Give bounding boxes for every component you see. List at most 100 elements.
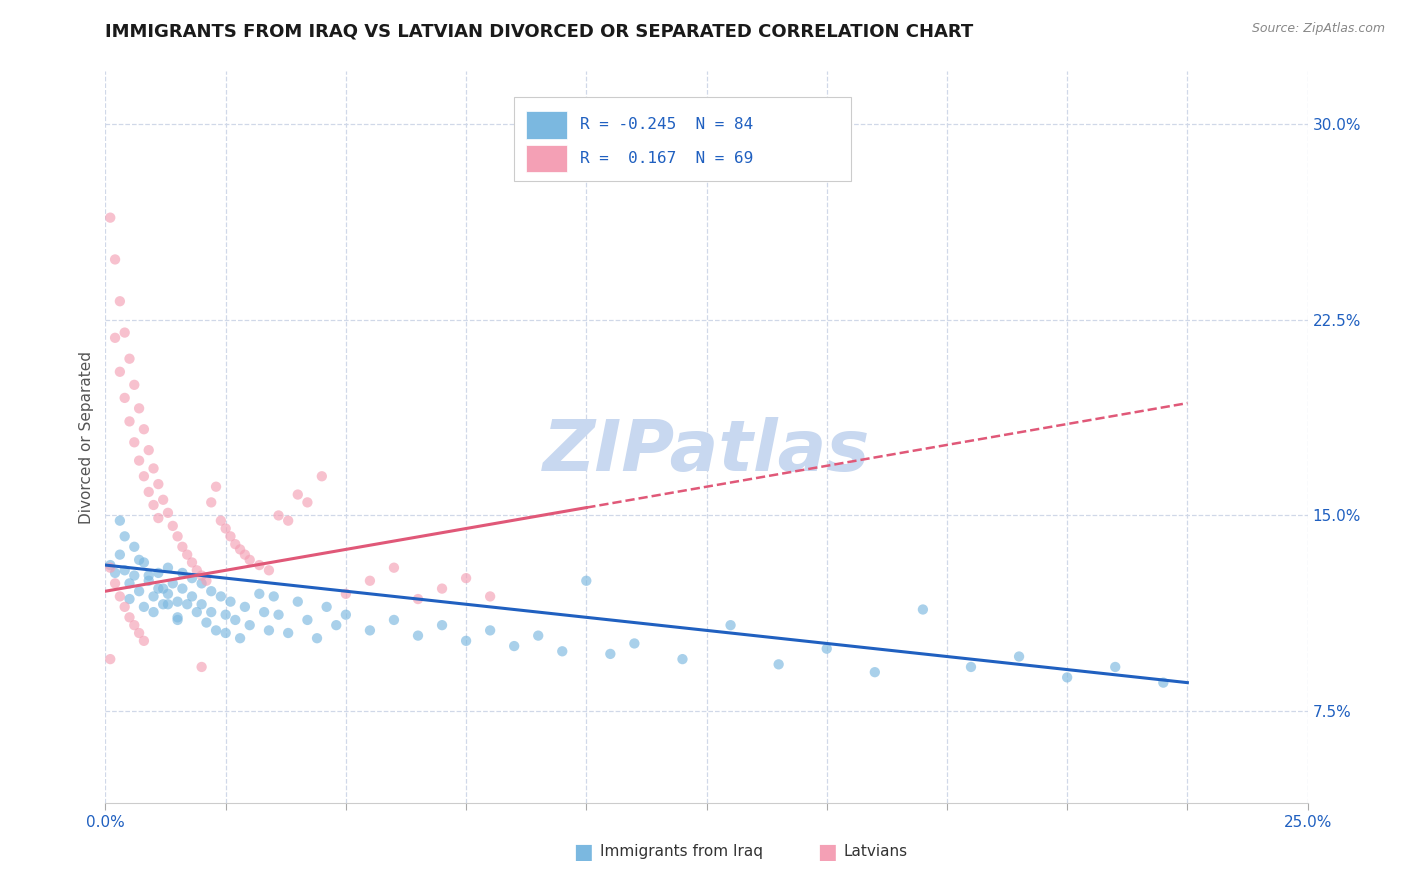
Text: R = -0.245  N = 84: R = -0.245 N = 84 xyxy=(581,117,754,132)
Point xyxy=(233,599,256,614)
Point xyxy=(253,605,276,619)
Point xyxy=(224,613,246,627)
Point xyxy=(247,558,270,573)
Point xyxy=(205,624,228,638)
Point xyxy=(128,626,150,640)
Point xyxy=(671,652,693,666)
Point xyxy=(623,636,645,650)
Point xyxy=(195,615,218,630)
Point xyxy=(406,592,429,607)
Point xyxy=(176,597,198,611)
Point xyxy=(233,548,256,562)
Text: ■: ■ xyxy=(574,842,593,862)
Point xyxy=(430,582,453,596)
Point xyxy=(277,626,299,640)
Point xyxy=(209,590,232,604)
Point xyxy=(108,294,131,309)
Point xyxy=(108,514,131,528)
Point xyxy=(148,582,170,596)
Point xyxy=(503,639,526,653)
Point xyxy=(190,568,212,582)
Point xyxy=(128,553,150,567)
Point xyxy=(911,602,934,616)
Point xyxy=(124,435,146,450)
Point xyxy=(297,613,319,627)
Point xyxy=(214,522,236,536)
Point xyxy=(142,461,165,475)
Point xyxy=(148,511,170,525)
Text: Latvians: Latvians xyxy=(844,845,908,859)
Point xyxy=(186,563,208,577)
Point xyxy=(1008,649,1031,664)
Point xyxy=(205,480,228,494)
Point xyxy=(148,477,170,491)
Point xyxy=(287,487,309,501)
Point xyxy=(815,641,838,656)
Point xyxy=(104,331,127,345)
Point xyxy=(311,469,333,483)
Point xyxy=(118,576,141,591)
Point xyxy=(166,594,188,608)
Point xyxy=(152,582,174,596)
Point xyxy=(156,506,179,520)
Point xyxy=(114,563,136,577)
Point xyxy=(219,529,242,543)
Point xyxy=(229,542,252,557)
Point xyxy=(479,624,502,638)
Text: IMMIGRANTS FROM IRAQ VS LATVIAN DIVORCED OR SEPARATED CORRELATION CHART: IMMIGRANTS FROM IRAQ VS LATVIAN DIVORCED… xyxy=(105,22,974,40)
Point xyxy=(575,574,598,588)
Point xyxy=(118,592,141,607)
Point xyxy=(224,537,246,551)
Point xyxy=(118,414,141,428)
Point xyxy=(108,548,131,562)
Point xyxy=(166,613,188,627)
Point xyxy=(138,443,160,458)
Point xyxy=(325,618,347,632)
Text: ZIPatlas: ZIPatlas xyxy=(543,417,870,486)
Point xyxy=(406,629,429,643)
Text: R =  0.167  N = 69: R = 0.167 N = 69 xyxy=(581,151,754,166)
Point xyxy=(166,529,188,543)
Point xyxy=(181,590,204,604)
Point xyxy=(138,574,160,588)
Point xyxy=(98,558,121,573)
Point xyxy=(128,401,150,416)
Point xyxy=(239,618,262,632)
Point xyxy=(359,574,381,588)
Point xyxy=(335,587,357,601)
Point xyxy=(156,560,179,574)
Point xyxy=(114,599,136,614)
Point xyxy=(382,560,405,574)
Point xyxy=(162,576,184,591)
Point xyxy=(138,568,160,582)
Point xyxy=(1152,675,1174,690)
Point xyxy=(200,495,222,509)
Point xyxy=(287,594,309,608)
Point xyxy=(382,613,405,627)
Point xyxy=(209,514,232,528)
Point xyxy=(527,629,550,643)
Point xyxy=(768,657,790,672)
Point xyxy=(599,647,621,661)
Point xyxy=(166,610,188,624)
Point xyxy=(124,568,146,582)
Point xyxy=(454,571,477,585)
Point xyxy=(214,626,236,640)
Point xyxy=(128,584,150,599)
Point xyxy=(200,605,222,619)
Point xyxy=(114,529,136,543)
Text: ■: ■ xyxy=(817,842,837,862)
Point xyxy=(239,553,262,567)
Point xyxy=(156,597,179,611)
Point xyxy=(257,563,280,577)
Point xyxy=(181,571,204,585)
Point xyxy=(551,644,574,658)
Point xyxy=(195,574,218,588)
Point xyxy=(138,485,160,500)
Text: Immigrants from Iraq: Immigrants from Iraq xyxy=(600,845,763,859)
Point xyxy=(720,618,742,632)
Point xyxy=(98,211,121,225)
Text: Source: ZipAtlas.com: Source: ZipAtlas.com xyxy=(1251,22,1385,36)
Point xyxy=(104,252,127,267)
Point xyxy=(186,605,208,619)
